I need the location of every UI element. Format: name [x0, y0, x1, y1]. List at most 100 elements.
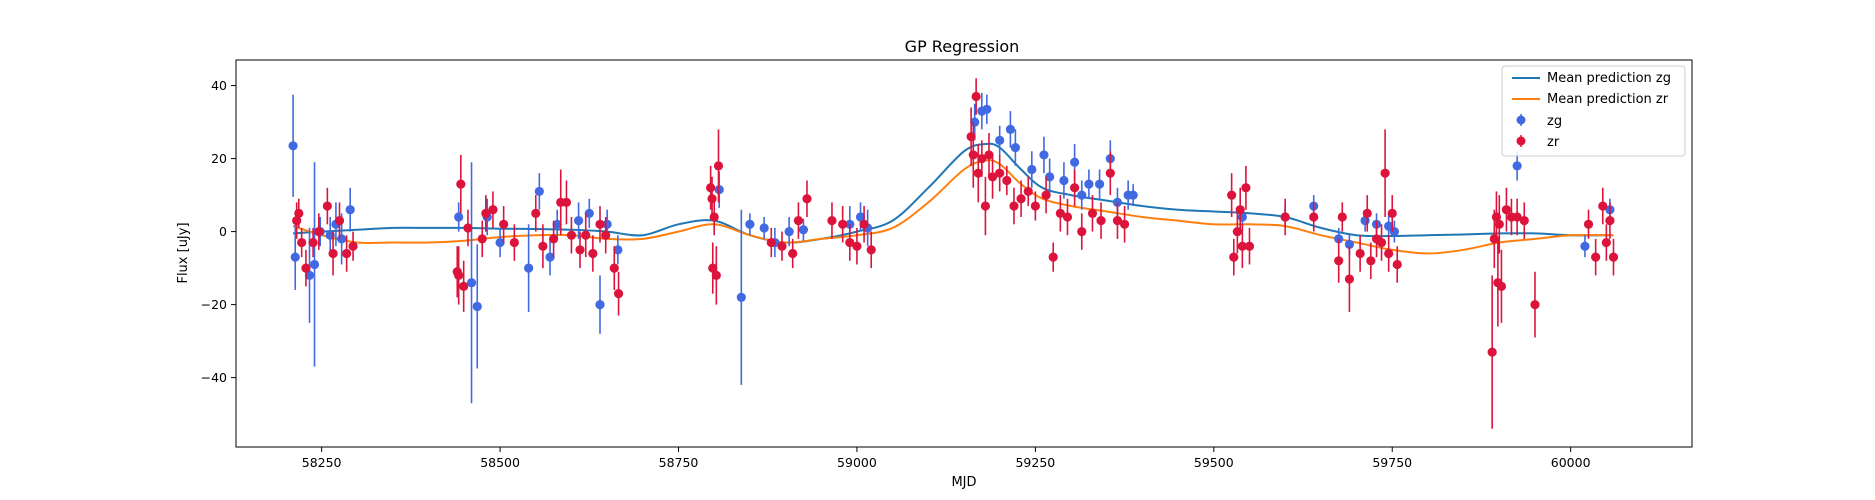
data-point-zg [573, 216, 584, 226]
data-point-zr [1105, 168, 1115, 178]
data-point-zr [1009, 201, 1019, 211]
chart-title: GP Regression [905, 37, 1020, 56]
legend-label-zr-mean: Mean prediction zr [1547, 92, 1669, 107]
x-axis: 58250 58500 58750 59000 59250 59500 59750 60000 [302, 447, 1591, 470]
data-point-zr [1392, 259, 1402, 270]
data-point-zr [463, 223, 473, 233]
data-point-zr [1309, 212, 1319, 222]
data-point-zg [982, 104, 992, 114]
data-point-zg [1039, 150, 1049, 160]
data-point-zr [802, 194, 812, 204]
data-point-zr [308, 237, 318, 248]
data-point-zg [595, 300, 605, 310]
data-point-zr [971, 91, 981, 102]
data-point-zr [1016, 194, 1026, 204]
data-point-zr [709, 212, 719, 222]
data-point-zr [1512, 212, 1522, 222]
data-point-zr [1344, 274, 1355, 284]
data-point-zr [1337, 212, 1347, 222]
data-point-zr [1380, 168, 1390, 178]
data-point-zr [1362, 208, 1372, 218]
data-point-zg [1128, 190, 1138, 200]
data-point-zr [1229, 252, 1239, 262]
data-point-zr [1280, 212, 1290, 222]
plot-area [288, 78, 1619, 429]
data-point-zg [454, 212, 464, 222]
data-point-zr [456, 179, 466, 189]
data-point-zr [827, 216, 837, 226]
data-point-zr [866, 245, 876, 255]
data-point-zr [852, 241, 862, 251]
data-point-zg [337, 234, 347, 244]
data-point-zg [552, 219, 562, 229]
data-point-zr [973, 168, 983, 178]
data-point-zr [1608, 252, 1619, 262]
data-point-zg [466, 278, 477, 288]
legend-label-zr: zr [1547, 135, 1560, 150]
data-point-zg [584, 208, 594, 218]
data-point-zr [1376, 237, 1387, 248]
data-point-zg [1059, 175, 1069, 186]
y-tick-label: 20 [211, 151, 227, 166]
plot-frame [235, 59, 1693, 448]
data-point-zr [968, 150, 978, 160]
data-point-zr [609, 263, 619, 273]
data-point-zr [1334, 256, 1344, 266]
data-point-zg [759, 223, 769, 233]
data-point-zr [1077, 226, 1087, 237]
y-axis-label: Flux [uJy] [176, 222, 191, 283]
data-point-zr [788, 248, 798, 259]
data-point-zr [294, 208, 304, 218]
data-point-zr [1235, 205, 1245, 215]
data-point-zr [1087, 208, 1098, 218]
data-point-zr [708, 263, 718, 273]
data-point-zr [1530, 300, 1540, 310]
data-point-zr [1023, 186, 1033, 197]
data-point-zg [1005, 124, 1015, 134]
x-tick-label: 59750 [1372, 455, 1412, 470]
data-point-zg [1334, 234, 1344, 244]
legend-label-zg-mean: Mean prediction zg [1547, 71, 1671, 86]
data-point-zr [1519, 216, 1529, 226]
data-point-zr [706, 183, 716, 193]
data-point-zg [1389, 226, 1399, 237]
data-point-zr [459, 281, 469, 291]
data-point-zg [1512, 161, 1522, 171]
data-point-zr [588, 248, 598, 259]
data-point-zr [1048, 252, 1058, 262]
data-point-zg [345, 205, 355, 215]
y-tick-label: 0 [219, 224, 227, 239]
data-point-zr [314, 226, 324, 237]
data-point-zr [1062, 212, 1073, 222]
data-point-zr [793, 216, 804, 226]
data-point-zr [1070, 183, 1080, 193]
data-point-zr [322, 201, 332, 211]
data-point-zr [711, 270, 721, 281]
data-point-zr [1598, 201, 1608, 211]
data-point-zr [1384, 248, 1394, 259]
data-point-zr [707, 194, 717, 204]
data-point-zr [549, 234, 559, 244]
data-point-zr [1244, 241, 1255, 251]
data-point-zr [1591, 252, 1601, 262]
data-point-zr [328, 248, 338, 259]
data-point-zg [288, 141, 298, 151]
data-point-zr [561, 197, 572, 207]
data-point-zr [1387, 208, 1397, 218]
y-tick-label: −20 [201, 297, 227, 312]
data-point-zg [745, 219, 755, 229]
data-point-zr [1237, 241, 1247, 251]
x-tick-label: 58250 [302, 455, 342, 470]
data-point-zg [304, 270, 315, 281]
data-point-zr [601, 230, 611, 240]
data-point-zr [566, 230, 577, 240]
data-point-zg [613, 245, 623, 255]
data-point-zr [301, 263, 311, 273]
data-point-zg [1010, 143, 1020, 153]
data-point-zr [987, 172, 998, 182]
data-point-zr [1227, 190, 1237, 200]
data-point-zr [766, 237, 776, 248]
data-point-zg [1095, 179, 1105, 189]
data-point-zr [575, 245, 585, 255]
